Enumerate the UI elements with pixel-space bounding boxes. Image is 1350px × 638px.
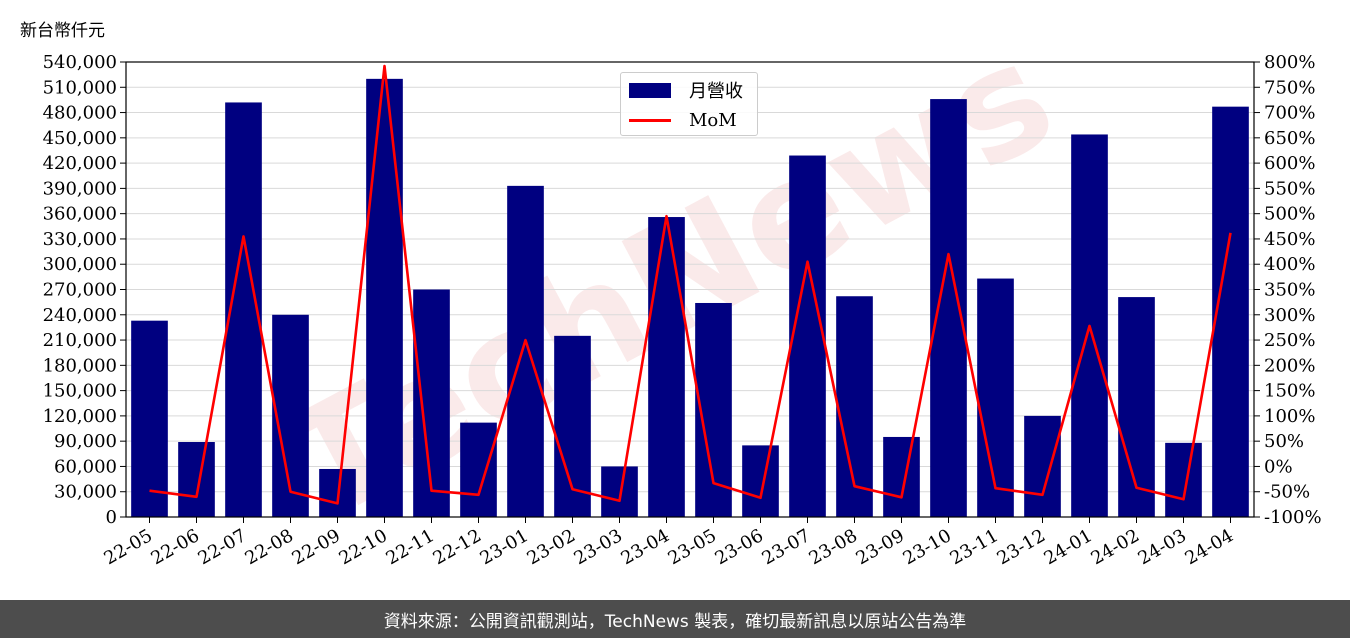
- y-right-tick-label: 550%: [1264, 178, 1315, 199]
- x-tick-label: 22-05: [101, 525, 156, 569]
- x-tick-label: 23-09: [853, 525, 908, 569]
- y-left-tick-label: 540,000: [43, 52, 117, 73]
- chart-legend: 月營收 MoM: [620, 72, 758, 136]
- y-right-tick-label: 150%: [1264, 381, 1315, 402]
- y-right-tick-label: 250%: [1264, 330, 1315, 351]
- y-left-tick-label: 90,000: [54, 431, 117, 452]
- x-tick-label: 23-11: [947, 525, 1002, 569]
- x-tick-label: 22-08: [242, 525, 297, 569]
- legend-item-revenue: 月營收: [629, 76, 743, 104]
- x-tick-label: 23-01: [477, 525, 532, 569]
- legend-label-revenue: 月營收: [689, 81, 743, 102]
- y-left-tick-label: 60,000: [54, 456, 117, 477]
- y-left-tick-label: 450,000: [43, 128, 117, 149]
- bar-22-10: [366, 78, 403, 517]
- x-tick-label: 24-03: [1135, 525, 1190, 569]
- mom-line: [149, 64, 1232, 505]
- y-right-tick-label: 0%: [1264, 456, 1293, 477]
- x-tick-label: 22-07: [195, 525, 250, 569]
- x-tick-label: 23-06: [712, 525, 767, 569]
- legend-swatch-mom: [629, 118, 671, 122]
- y-left-tick-label: 240,000: [43, 305, 117, 326]
- y-right-tick-label: 450%: [1264, 229, 1315, 250]
- x-tick-label: 23-02: [524, 525, 579, 569]
- x-tick-label: 23-07: [759, 525, 814, 569]
- x-tick-label: 23-08: [806, 525, 861, 569]
- y-right-tick-label: 50%: [1264, 431, 1304, 452]
- y-right-tick-label: 700%: [1264, 103, 1315, 124]
- bar-22-06: [178, 442, 215, 517]
- x-tick-label: 23-05: [665, 525, 720, 569]
- y-axis-unit-label: 新台幣仟元: [20, 21, 105, 41]
- x-tick-label: 22-06: [148, 525, 203, 569]
- y-right-tick-label: -100%: [1264, 507, 1322, 528]
- x-tick-label: 23-10: [900, 525, 955, 569]
- x-tick-label: 24-01: [1041, 525, 1096, 569]
- y-left-tick-label: 480,000: [43, 103, 117, 124]
- y-right-tick-label: 200%: [1264, 355, 1315, 376]
- legend-item-mom: MoM: [629, 106, 737, 134]
- y-right-tick-label: 600%: [1264, 153, 1315, 174]
- y-left-tick-label: 510,000: [43, 77, 117, 98]
- bar-22-05: [131, 320, 168, 517]
- x-tick-label: 22-12: [430, 525, 485, 569]
- bar-22-08: [272, 314, 309, 517]
- bar-23-07: [789, 155, 826, 517]
- y-left-tick-label: 150,000: [43, 381, 117, 402]
- y-left-tick-label: 360,000: [43, 204, 117, 225]
- y-left-tick-label: 120,000: [43, 406, 117, 427]
- x-tick-label: 23-12: [994, 525, 1049, 569]
- x-tick-label: 24-04: [1182, 525, 1237, 569]
- bar-23-04: [648, 217, 685, 517]
- bar-23-09: [883, 436, 920, 517]
- y-right-tick-label: 100%: [1264, 406, 1315, 427]
- bar-23-01: [507, 185, 544, 517]
- monthly-revenue-chart: TechNews 030,00060,00090,000120,000150,0…: [43, 9, 1322, 570]
- y-left-tick-label: 0: [106, 507, 117, 528]
- bar-24-04: [1212, 106, 1249, 517]
- x-tick-label: 22-11: [383, 525, 438, 569]
- y-right-tick-label: -50%: [1264, 482, 1310, 503]
- y-right-tick-label: 300%: [1264, 305, 1315, 326]
- x-tick-label: 22-09: [289, 525, 344, 569]
- bar-23-06: [742, 445, 779, 517]
- source-footer: 資料來源：公開資訊觀測站，TechNews 製表，確切最新訊息以原站公告為準: [0, 600, 1350, 638]
- y-left-tick-label: 30,000: [54, 482, 117, 503]
- x-tick-label: 23-04: [618, 525, 673, 569]
- y-left-tick-label: 390,000: [43, 178, 117, 199]
- bar-23-10: [930, 99, 967, 518]
- y-right-tick-label: 400%: [1264, 254, 1315, 275]
- y-left-tick-label: 210,000: [43, 330, 117, 351]
- bar-23-03: [601, 466, 638, 517]
- y-right-tick-label: 500%: [1264, 204, 1315, 225]
- y-right-tick-label: 350%: [1264, 280, 1315, 301]
- bar-23-12: [1024, 415, 1061, 517]
- y-left-tick-label: 270,000: [43, 280, 117, 301]
- y-right-tick-label: 750%: [1264, 77, 1315, 98]
- legend-label-mom: MoM: [689, 109, 737, 131]
- y-right-tick-label: 650%: [1264, 128, 1315, 149]
- bar-23-11: [977, 278, 1014, 517]
- bar-24-03: [1165, 442, 1202, 517]
- y-left-tick-label: 300,000: [43, 254, 117, 275]
- x-tick-label: 24-02: [1088, 525, 1143, 569]
- bar-22-12: [460, 422, 497, 517]
- y-left-tick-label: 420,000: [43, 153, 117, 174]
- y-left-tick-label: 180,000: [43, 355, 117, 376]
- y-left-tick-label: 330,000: [43, 229, 117, 250]
- legend-swatch-revenue: [629, 82, 671, 98]
- y-right-tick-label: 800%: [1264, 52, 1315, 73]
- bar-24-02: [1118, 297, 1155, 517]
- x-tick-label: 23-03: [571, 525, 626, 569]
- mom-line-layer: [149, 64, 1232, 505]
